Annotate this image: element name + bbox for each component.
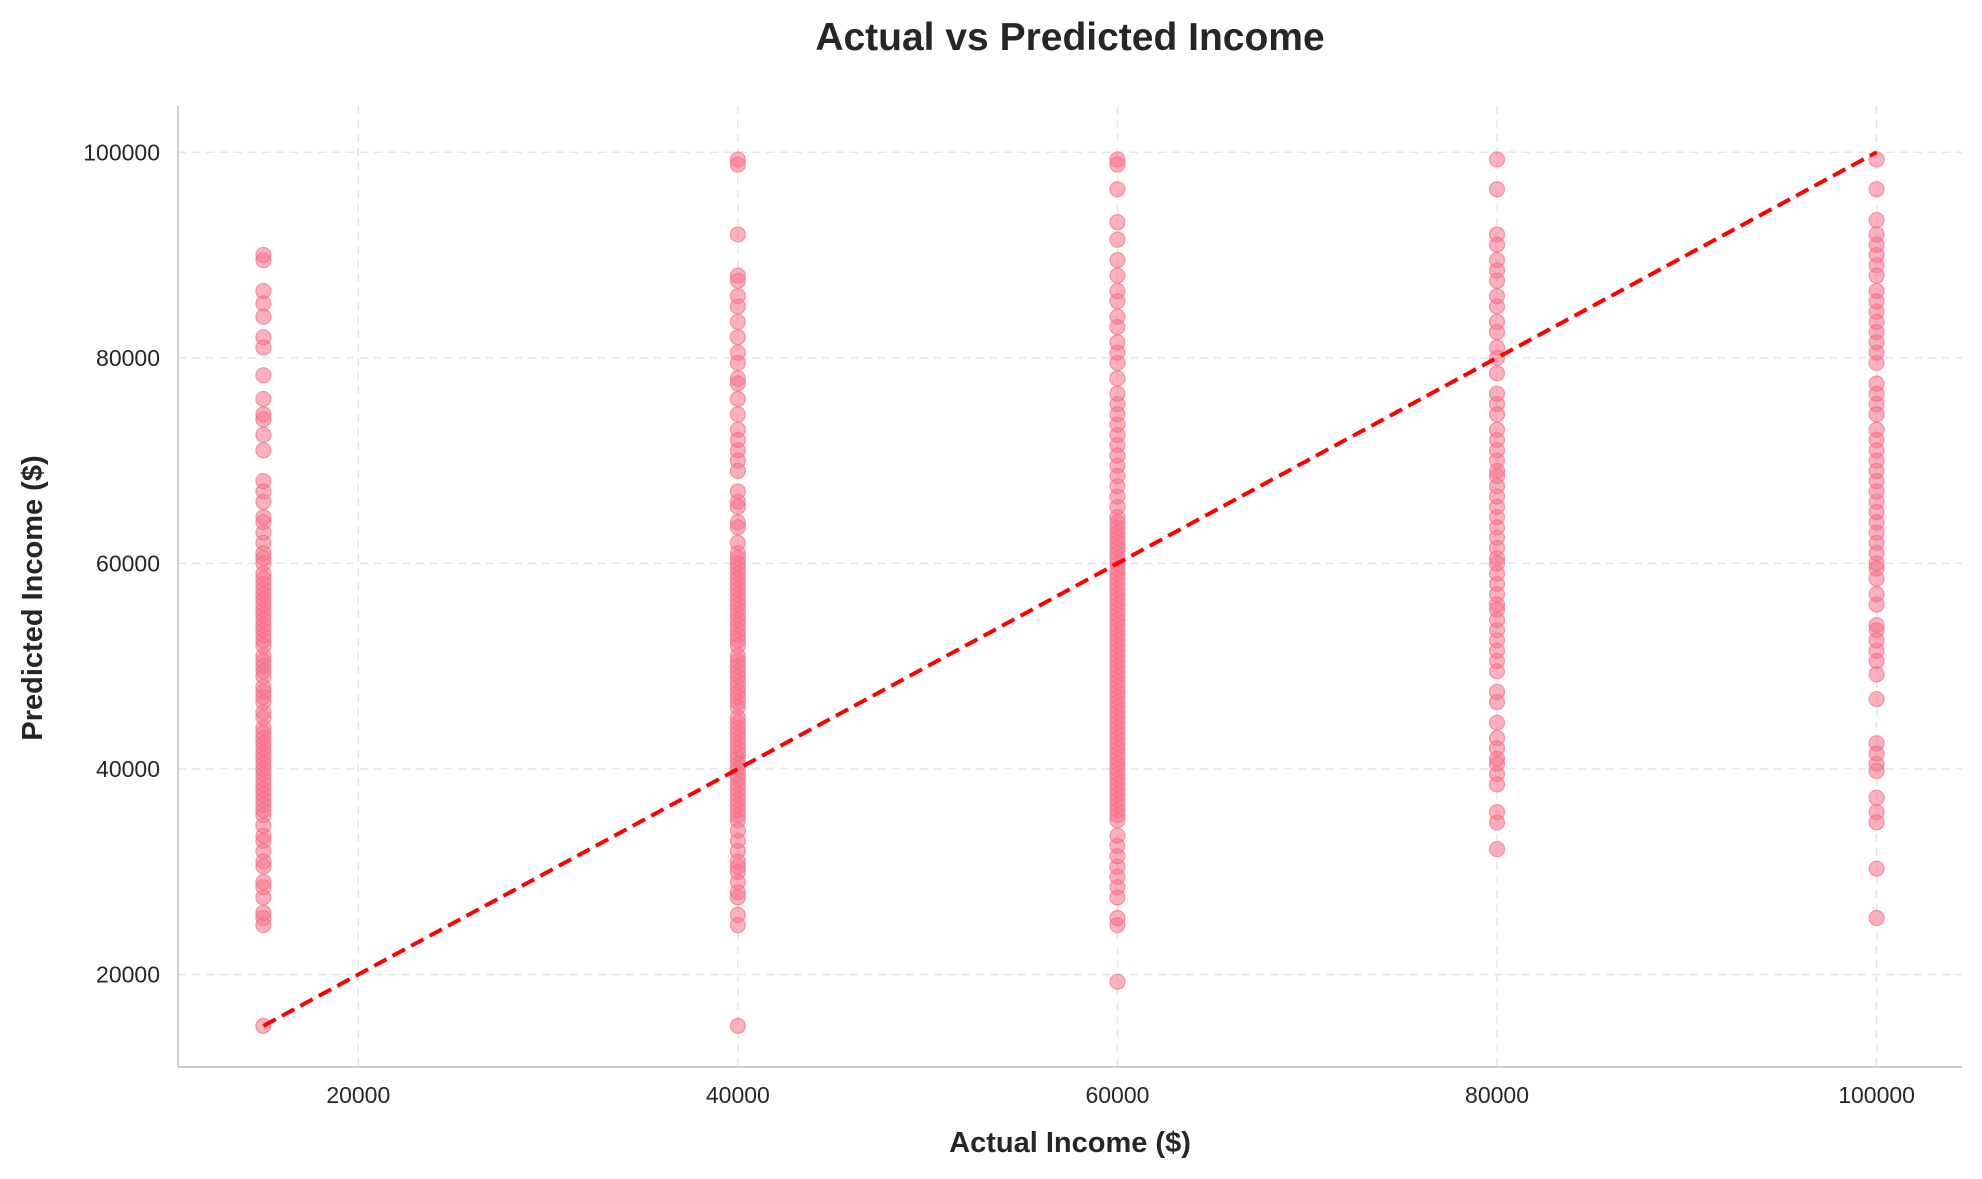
data-point xyxy=(255,426,272,443)
data-point xyxy=(255,406,272,423)
data-point xyxy=(1488,288,1506,305)
data-point xyxy=(1109,231,1126,248)
data-point xyxy=(1488,252,1506,269)
data-point xyxy=(729,288,746,305)
data-point xyxy=(1109,267,1126,284)
data-point xyxy=(255,282,272,300)
data-point xyxy=(255,442,272,459)
data-point xyxy=(729,534,746,551)
y-tick-label: 20000 xyxy=(96,961,160,987)
data-point xyxy=(1868,616,1885,634)
data-points xyxy=(255,151,1885,1034)
x-tick-label: 80000 xyxy=(1465,1082,1529,1108)
data-point xyxy=(1488,714,1506,731)
y-tick-label: 40000 xyxy=(96,756,160,782)
data-point xyxy=(729,406,746,423)
data-point xyxy=(729,344,746,361)
data-point xyxy=(1868,735,1885,752)
data-point xyxy=(1868,375,1885,392)
data-point xyxy=(1488,421,1506,438)
data-point xyxy=(1109,827,1126,844)
data-point xyxy=(1109,973,1126,990)
tick-labels: 20000 40000 60000 80000 100000 20000 40000 6000… xyxy=(83,139,1915,1108)
data-point xyxy=(729,313,746,330)
data-point xyxy=(1488,226,1506,243)
data-point xyxy=(1109,214,1126,231)
data-point xyxy=(255,473,272,490)
data-point xyxy=(1488,730,1506,747)
data-point xyxy=(1488,841,1506,858)
data-point xyxy=(1488,804,1506,821)
data-point xyxy=(255,904,272,921)
data-point xyxy=(1488,683,1506,700)
data-point xyxy=(729,390,746,408)
data-point xyxy=(1868,211,1885,229)
data-point xyxy=(1868,860,1885,877)
data-point xyxy=(729,906,746,923)
data-point xyxy=(1868,789,1885,806)
x-tick-label: 20000 xyxy=(326,1082,390,1108)
data-point xyxy=(1109,370,1126,387)
data-point xyxy=(729,483,746,500)
reference-line xyxy=(262,150,1878,1028)
data-point xyxy=(255,329,272,346)
data-point xyxy=(729,226,746,243)
data-point xyxy=(1109,181,1126,198)
y-tick-label: 80000 xyxy=(96,345,160,371)
data-point xyxy=(1868,421,1885,438)
data-point xyxy=(1488,151,1506,168)
data-point xyxy=(729,421,746,438)
data-point xyxy=(1109,385,1126,402)
data-point xyxy=(1868,586,1885,603)
axes xyxy=(177,106,1962,1068)
data-point xyxy=(255,367,272,384)
data-point xyxy=(255,308,272,325)
x-tick-label: 40000 xyxy=(706,1082,770,1108)
data-point xyxy=(729,514,746,531)
y-axis-title: Predicted Income ($) xyxy=(17,455,49,740)
y-tick-label: 100000 xyxy=(83,139,160,165)
data-point xyxy=(1109,334,1126,351)
data-point xyxy=(729,329,746,346)
data-point xyxy=(255,509,272,526)
data-point xyxy=(255,873,272,891)
data-point xyxy=(1868,666,1885,683)
y-tick-label: 60000 xyxy=(96,550,160,576)
data-point xyxy=(1488,365,1506,382)
data-point xyxy=(1109,151,1126,168)
data-point xyxy=(729,267,746,284)
x-tick-label: 100000 xyxy=(1838,1082,1915,1108)
data-point xyxy=(1868,690,1885,708)
data-point xyxy=(1109,308,1126,325)
data-point xyxy=(1868,226,1885,243)
data-point xyxy=(729,1017,746,1034)
data-point xyxy=(1109,909,1126,927)
reference-line-layer xyxy=(262,150,1878,1028)
data-point xyxy=(1488,313,1506,330)
data-point xyxy=(1109,252,1126,269)
data-point xyxy=(1109,282,1126,300)
data-point xyxy=(1488,181,1506,198)
chart-title: Actual vs Predicted Income xyxy=(815,16,1324,59)
data-point xyxy=(1868,804,1885,821)
data-point xyxy=(729,151,746,168)
x-tick-label: 60000 xyxy=(1085,1082,1149,1108)
x-axis-title: Actual Income ($) xyxy=(949,1127,1191,1159)
data-point xyxy=(1868,909,1885,927)
data-point xyxy=(1868,282,1885,300)
data-point xyxy=(1488,385,1506,402)
data-point xyxy=(1868,181,1885,198)
data-point xyxy=(729,370,746,387)
data-point xyxy=(255,390,272,408)
data-point xyxy=(255,246,272,264)
